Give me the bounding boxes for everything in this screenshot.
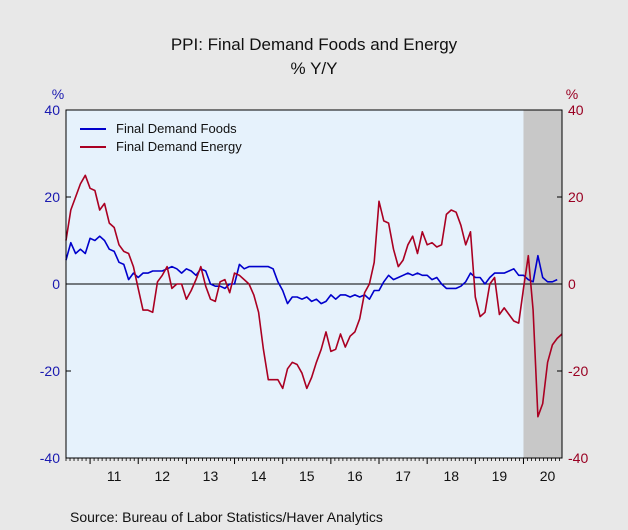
- right-tick-label: -20: [568, 363, 588, 379]
- right-tick-label: 40: [568, 102, 584, 118]
- series-line-energy: [65, 174, 563, 418]
- x-tick-label: 18: [443, 468, 459, 484]
- legend-label-energy: Final Demand Energy: [116, 139, 242, 154]
- x-tick-label: 19: [492, 468, 508, 484]
- chart-title: PPI: Final Demand Foods and Energy: [171, 35, 458, 54]
- chart-subtitle: % Y/Y: [291, 59, 338, 78]
- legend-label-foods: Final Demand Foods: [116, 121, 237, 136]
- right-tick-label: -40: [568, 450, 588, 466]
- series-layer: [65, 174, 563, 418]
- right-axis-unit: %: [566, 86, 578, 102]
- x-tick-label: 16: [347, 468, 363, 484]
- series-line-foods: [65, 235, 558, 305]
- left-tick-label: -20: [40, 363, 60, 379]
- right-tick-label: 0: [568, 276, 576, 292]
- x-tick-label: 11: [107, 468, 122, 484]
- left-tick-label: 40: [44, 102, 60, 118]
- x-tick-label: 17: [395, 468, 411, 484]
- x-tick-label: 15: [299, 468, 315, 484]
- axes-layer: 40 40 20 20 0 0 -20 -20 -40 -40 11 12 13 14 15 16 17 18 19…: [40, 102, 589, 484]
- left-tick-label: 20: [44, 189, 60, 205]
- x-tick-label: 14: [251, 468, 267, 484]
- left-tick-label: -40: [40, 450, 60, 466]
- left-axis-unit: %: [52, 86, 64, 102]
- legend: Final Demand Foods Final Demand Energy: [80, 121, 242, 154]
- source-note: Source: Bureau of Labor Statistics/Haver…: [70, 509, 383, 525]
- x-tick-label: 12: [155, 468, 171, 484]
- right-tick-label: 20: [568, 189, 584, 205]
- x-tick-label: 20: [540, 468, 556, 484]
- left-tick-label: 0: [52, 276, 60, 292]
- x-tick-label: 13: [203, 468, 219, 484]
